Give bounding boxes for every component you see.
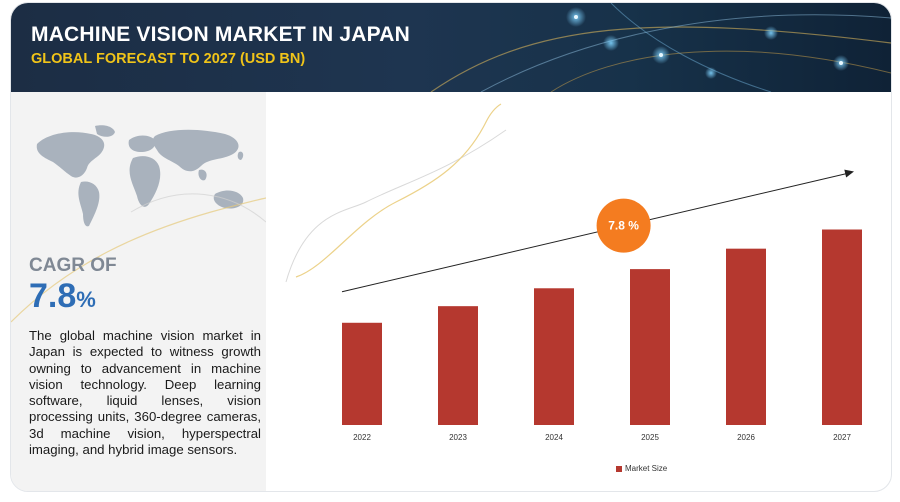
cagr-unit: %	[76, 287, 96, 312]
bar-2022	[342, 322, 382, 425]
bar-chart: 2022 2023 2024 2025 2026 2027 7.8 %	[285, 103, 862, 442]
header-background-art	[430, 3, 891, 92]
header-banner: MACHINE VISION MARKET IN JAPAN GLOBAL FO…	[11, 3, 891, 92]
bar-2024	[534, 288, 574, 425]
left-panel: CAGR OF 7.8% The global machine vision m…	[11, 92, 266, 491]
decorative-curve-gold	[295, 103, 502, 278]
page-title: MACHINE VISION MARKET IN JAPAN	[31, 23, 410, 46]
bar-2025	[630, 269, 670, 425]
chart-area: 2022 2023 2024 2025 2026 2027 7.8 % Market Si…	[266, 92, 891, 491]
legend-label: Market Size	[625, 464, 668, 473]
x-tick-label: 2024	[545, 433, 563, 442]
market-description: The global machine vision market in Japa…	[29, 328, 261, 458]
x-tick-label: 2023	[449, 433, 467, 442]
bar-2023	[438, 306, 478, 425]
x-tick-label: 2022	[353, 433, 371, 442]
x-tick-label: 2025	[641, 433, 659, 442]
chart-legend: Market Size	[616, 464, 667, 473]
x-tick-label: 2027	[833, 433, 851, 442]
cagr-label: CAGR OF	[29, 255, 117, 276]
decorative-wave	[11, 193, 266, 323]
bar-2027	[822, 229, 862, 425]
page-subtitle: GLOBAL FORECAST TO 2027 (USD BN)	[31, 51, 306, 67]
cagr-badge	[596, 198, 651, 253]
trend-arrow-line	[341, 173, 848, 293]
trend-arrow-head	[844, 169, 854, 178]
legend-swatch	[616, 465, 622, 472]
x-tick-label: 2026	[737, 433, 755, 442]
decorative-curve-gray	[285, 129, 507, 283]
cagr-value: 7.8%	[29, 277, 96, 316]
cagr-number: 7.8	[29, 277, 77, 315]
world-map-icon	[36, 125, 244, 227]
cagr-badge-label: 7.8 %	[608, 219, 639, 233]
infographic-frame: MACHINE VISION MARKET IN JAPAN GLOBAL FO…	[10, 2, 892, 492]
bar-2026	[726, 248, 766, 425]
